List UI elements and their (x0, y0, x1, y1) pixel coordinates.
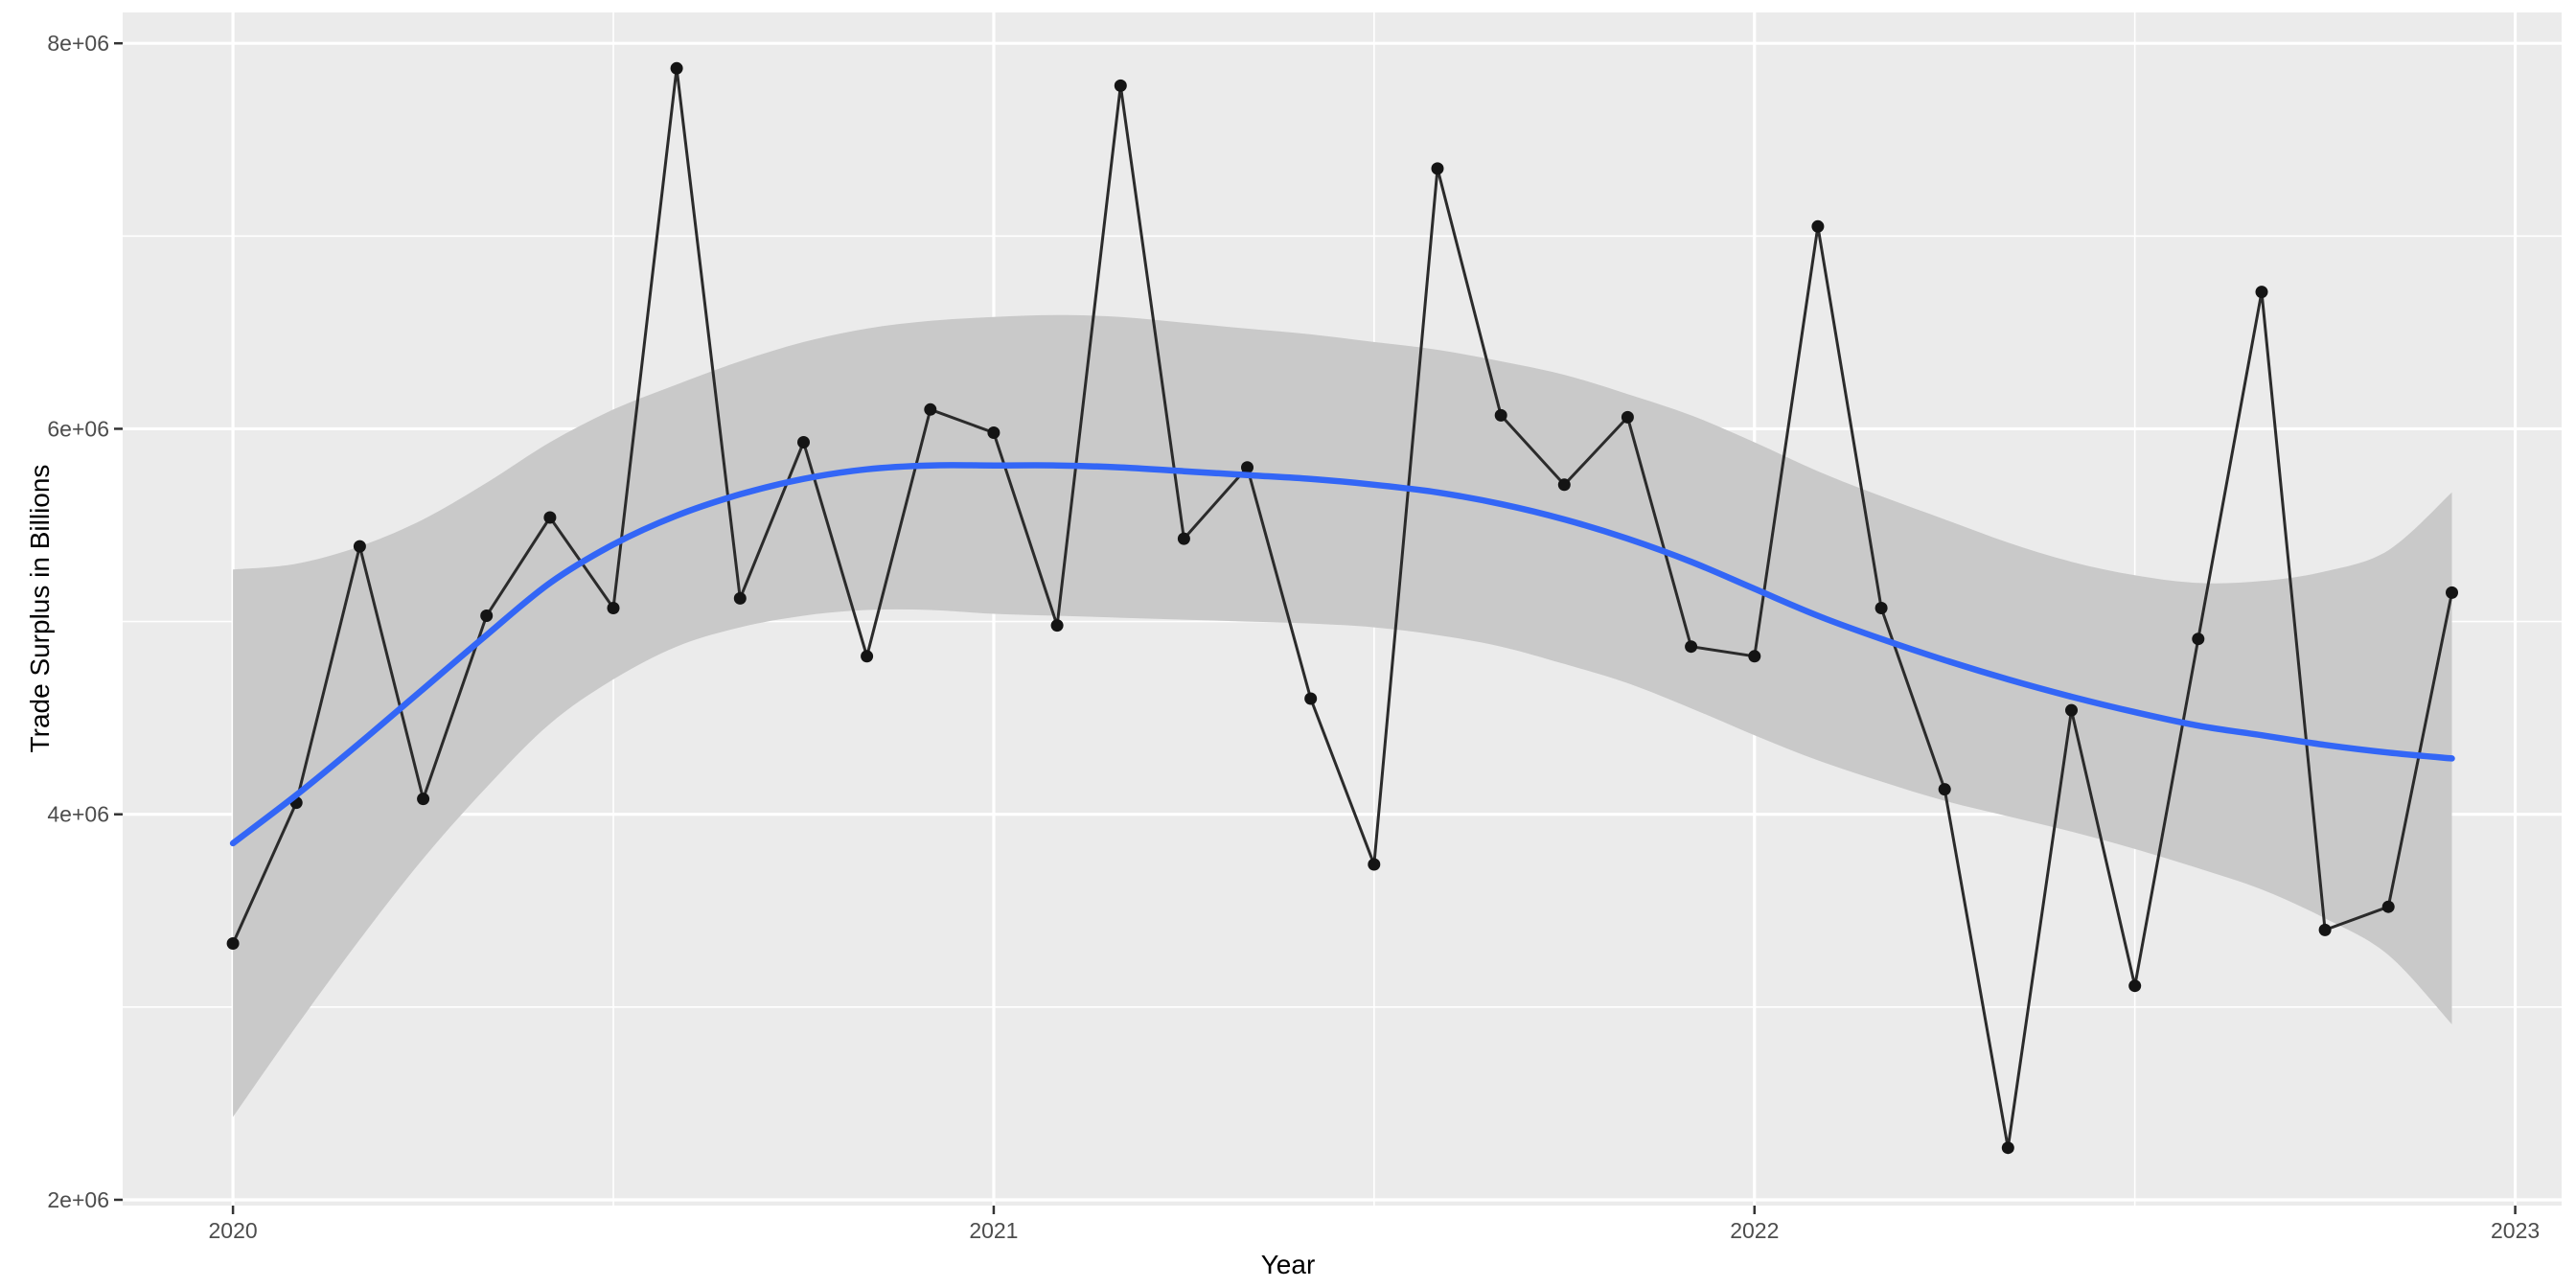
data-point (2192, 632, 2205, 646)
data-point (2128, 979, 2142, 993)
data-point (1938, 783, 1951, 796)
data-point (226, 937, 240, 950)
y-tick-label: 2e+06 (47, 1187, 109, 1212)
x-tick-label: 2023 (2491, 1218, 2540, 1243)
y-tick-label: 8e+06 (47, 31, 109, 56)
smooth-line (229, 462, 2455, 847)
data-point (1177, 532, 1190, 545)
data-point (1557, 478, 1571, 492)
data-point (1304, 692, 1318, 705)
data-point (1748, 650, 1761, 663)
data-point (1874, 602, 1888, 614)
data-point (1241, 461, 1254, 474)
observed-line (231, 66, 2453, 1150)
data-point (924, 402, 937, 416)
data-point (2446, 586, 2458, 599)
data-point (543, 511, 557, 524)
data-point (987, 426, 1000, 439)
data-point (1811, 219, 1825, 233)
y-tick-label: 6e+06 (47, 416, 109, 441)
x-tick-label: 2022 (1730, 1218, 1779, 1243)
data-point (607, 602, 620, 614)
data-point (1050, 619, 1064, 632)
data-point (480, 610, 494, 622)
data-point (1494, 408, 1507, 422)
y-tick-label: 4e+06 (47, 802, 109, 827)
data-point (2381, 900, 2395, 913)
data-point (1431, 162, 1444, 175)
data-point (2255, 286, 2268, 299)
data-point (670, 61, 683, 75)
data-point (2001, 1141, 2014, 1155)
data-point (1685, 640, 1698, 654)
data-point (1114, 79, 1127, 92)
data-point (861, 650, 874, 663)
data-point (353, 540, 366, 553)
data-point (2065, 703, 2078, 717)
data-point (733, 591, 747, 605)
data-point (1621, 410, 1634, 424)
x-axis-title: Year (1260, 1250, 1316, 1279)
y-axis-title: Trade Surplus in Billions (25, 464, 55, 753)
data-point (1368, 858, 1381, 871)
data-point (797, 436, 810, 448)
data-point (417, 793, 430, 806)
data-point (2318, 923, 2332, 936)
confidence-ribbon (233, 314, 2452, 1117)
x-tick-label: 2021 (969, 1218, 1018, 1243)
x-tick-label: 2020 (209, 1218, 258, 1243)
